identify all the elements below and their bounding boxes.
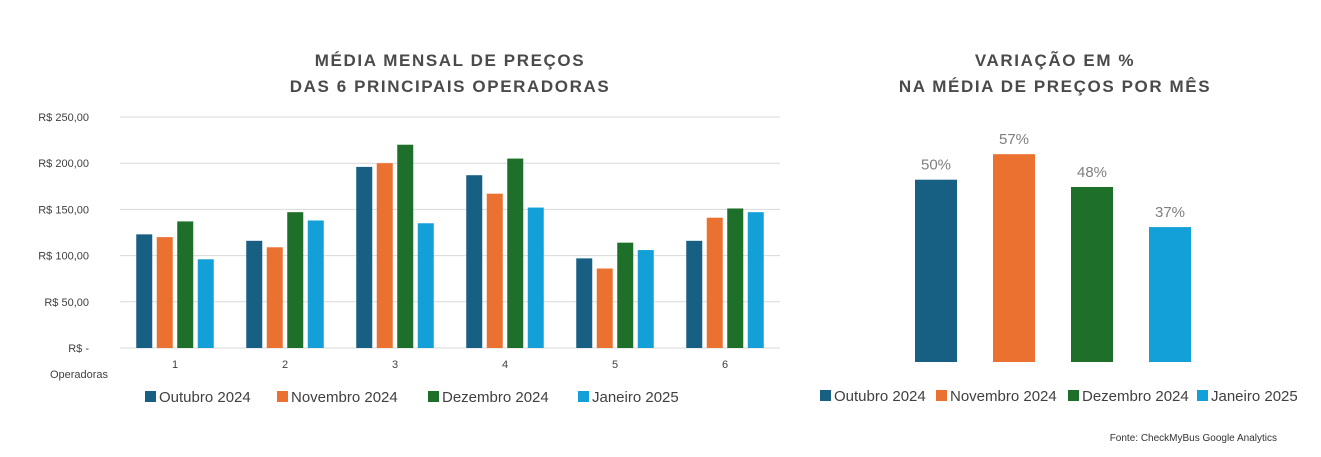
bar xyxy=(915,179,957,362)
legend-label: Dezembro 2024 xyxy=(1082,388,1189,405)
y-tick-label: R$ 50,00 xyxy=(44,297,89,309)
bar xyxy=(993,154,1035,362)
legend-swatch xyxy=(277,391,288,402)
bar xyxy=(1071,186,1113,362)
y-tick-label: R$ 250,00 xyxy=(38,112,89,124)
bar xyxy=(266,247,283,348)
legend-swatch xyxy=(1068,390,1079,401)
bar xyxy=(287,212,304,348)
x-axis-label: Operadoras xyxy=(50,369,109,381)
bar xyxy=(397,144,414,348)
legend-swatch xyxy=(936,390,947,401)
legend-label: Outubro 2024 xyxy=(834,388,926,405)
bar xyxy=(156,237,173,348)
bar xyxy=(307,220,324,348)
legend-swatch xyxy=(428,391,439,402)
data-label: 57% xyxy=(999,131,1029,148)
bar xyxy=(507,158,524,348)
legend-label: Janeiro 2025 xyxy=(1211,388,1298,405)
legend-swatch xyxy=(820,390,831,401)
x-tick-label: 4 xyxy=(502,359,508,371)
right-chart-title-line1: VARIAÇÃO EM % xyxy=(974,51,1136,70)
bar xyxy=(376,163,393,348)
data-label: 50% xyxy=(921,157,951,174)
bar xyxy=(177,221,194,348)
legend-label: Novembro 2024 xyxy=(291,389,398,406)
bar xyxy=(136,234,153,348)
data-label: 37% xyxy=(1155,204,1185,221)
x-tick-label: 2 xyxy=(282,359,288,371)
bar xyxy=(747,212,764,348)
bar xyxy=(246,240,263,348)
legend-swatch xyxy=(1197,390,1208,401)
left-chart-title-line2: DAS 6 PRINCIPAIS OPERADORAS xyxy=(289,77,611,96)
bar xyxy=(486,193,503,348)
bar xyxy=(686,240,703,348)
x-tick-label: 1 xyxy=(172,359,178,371)
legend-label: Novembro 2024 xyxy=(950,388,1057,405)
y-tick-label: R$ 200,00 xyxy=(38,158,89,170)
bar xyxy=(576,258,593,348)
x-tick-label: 5 xyxy=(612,359,618,371)
bar xyxy=(727,208,744,348)
source-note: Fonte: CheckMyBus Google Analytics xyxy=(1109,433,1277,444)
x-tick-label: 3 xyxy=(392,359,398,371)
legend-swatch xyxy=(578,391,589,402)
right-chart-title: VARIAÇÃO EM % NA MÉDIA DE PREÇOS POR MÊS xyxy=(800,48,1310,100)
x-tick-label: 6 xyxy=(722,359,728,371)
legend-label: Dezembro 2024 xyxy=(442,389,549,406)
right-chart-title-line2: NA MÉDIA DE PREÇOS POR MÊS xyxy=(898,77,1212,96)
y-tick-label: R$ 150,00 xyxy=(38,204,89,216)
bar xyxy=(596,268,613,348)
bar xyxy=(706,217,723,348)
bar xyxy=(417,223,434,348)
bar xyxy=(1149,227,1191,362)
bar xyxy=(466,175,483,348)
bar xyxy=(637,250,654,348)
left-chart-title: MÉDIA MENSAL DE PREÇOS DAS 6 PRINCIPAIS … xyxy=(120,48,780,100)
legend-swatch xyxy=(145,391,156,402)
data-label: 48% xyxy=(1077,164,1107,181)
y-tick-label: R$ - xyxy=(68,343,89,355)
bar xyxy=(617,242,634,348)
bar xyxy=(356,166,373,348)
bar xyxy=(197,259,214,348)
legend-label: Janeiro 2025 xyxy=(592,389,679,406)
y-tick-label: R$ 100,00 xyxy=(38,251,89,263)
left-chart-title-line1: MÉDIA MENSAL DE PREÇOS xyxy=(314,51,586,70)
bar xyxy=(527,207,544,348)
legend-label: Outubro 2024 xyxy=(159,389,251,406)
